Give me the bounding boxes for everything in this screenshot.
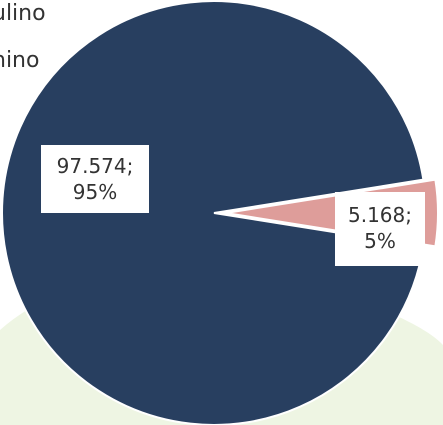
data-label-1-value: 97.574; — [56, 154, 134, 178]
pie-slice-1 — [1, 0, 425, 425]
legend-item-2: nino — [0, 48, 40, 73]
data-label-1-percent: 95% — [72, 180, 118, 204]
data-label-2-percent: 5% — [364, 229, 396, 253]
data-label-1: 97.574; 95% — [41, 145, 149, 213]
data-label-2-value: 5.168; — [348, 203, 412, 227]
data-label-2: 5.168; 5% — [335, 192, 425, 266]
legend-item-1: ulino — [0, 1, 46, 26]
